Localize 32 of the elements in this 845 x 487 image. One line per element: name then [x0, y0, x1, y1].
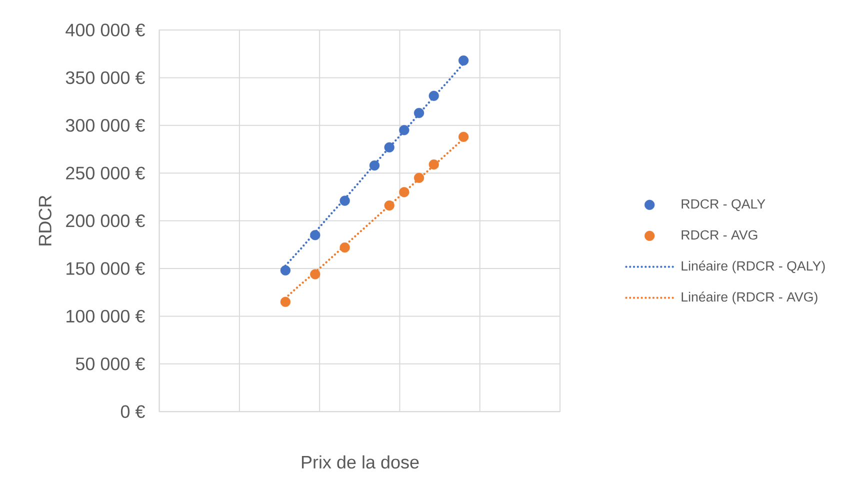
point [458, 55, 469, 66]
point [414, 172, 424, 183]
point [458, 132, 469, 142]
legend-label: RDCR - QALY [682, 199, 766, 212]
point [310, 230, 320, 240]
point [414, 108, 424, 118]
point [399, 125, 410, 136]
point [340, 242, 350, 253]
point [340, 196, 350, 206]
y-tick-label: 100 000 € [66, 310, 145, 323]
x-axis-title: Prix de la dose [302, 455, 419, 469]
point [399, 187, 410, 198]
y-tick-label: 150 000 € [66, 262, 145, 275]
point [384, 142, 394, 152]
point [428, 159, 439, 170]
point [428, 90, 439, 101]
y-tick-label: 350 000 € [66, 71, 145, 84]
y-axis-title: RDCR [38, 196, 52, 246]
y-tick-label: 300 000 € [66, 119, 145, 132]
legend-label: Linéaire (RDCR - QALY) [682, 260, 825, 274]
point [310, 269, 320, 280]
y-tick-label: 400 000 € [66, 24, 145, 36]
legend-label: Linéaire (RDCR - AVG) [682, 292, 818, 304]
point [280, 296, 291, 307]
y-tick-label: 0 € [120, 405, 145, 418]
point [384, 200, 394, 211]
y-tick-label: 250 000 € [66, 166, 145, 180]
point [280, 265, 291, 276]
y-tick-label: 50 000 € [76, 358, 145, 370]
point [369, 160, 380, 171]
y-tick-label: 200 000 € [66, 214, 145, 228]
legend-label: RDCR - AVG [682, 230, 758, 240]
